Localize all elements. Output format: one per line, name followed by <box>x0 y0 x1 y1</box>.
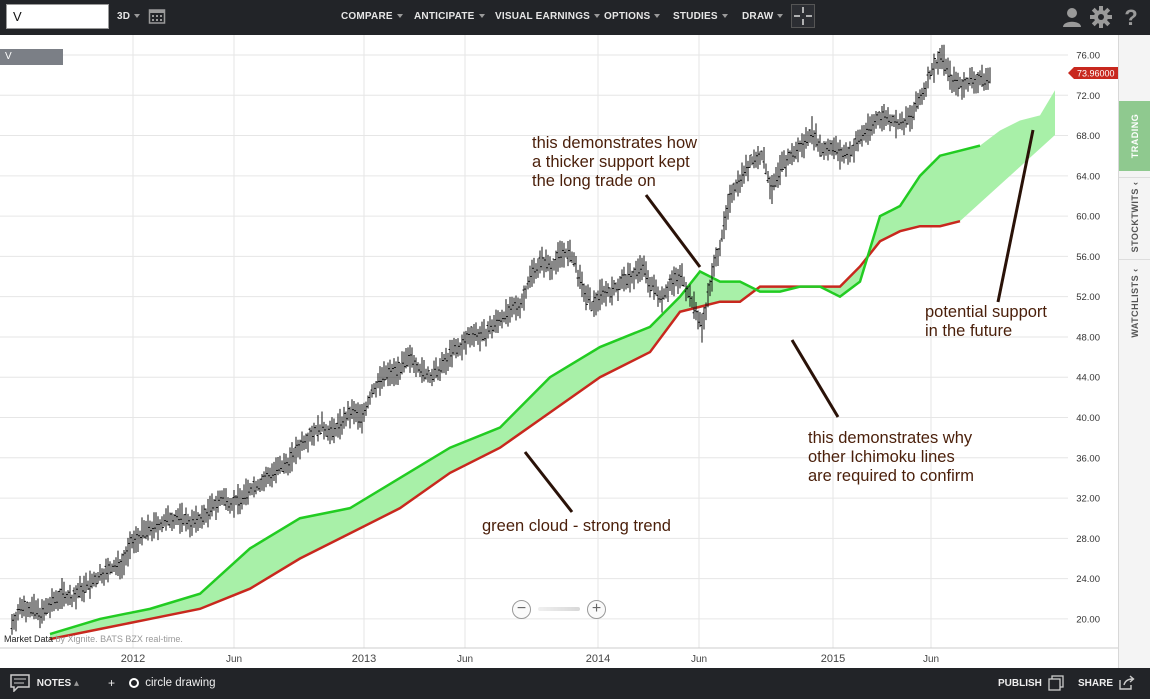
price-bars <box>10 44 991 635</box>
chevron-down-icon <box>134 14 141 19</box>
notes-icon <box>10 674 30 694</box>
annotation-other-lines[interactable]: this demonstrates why other Ichimoku lin… <box>808 429 974 485</box>
x-tick-label: 2012 <box>121 653 145 665</box>
annotation-arrows <box>523 129 1035 513</box>
chevron-down-icon <box>721 14 728 19</box>
y-tick-label: 44.00 <box>1076 373 1100 384</box>
chevron-up-icon: ▴ <box>74 678 80 689</box>
range-label: 3D <box>117 11 131 22</box>
circle-drawing-item[interactable]: circle drawing <box>129 668 216 699</box>
price-chart[interactable]: 76.00 72.00 68.00 64.00 60.00 56.00 52.00 48.00… <box>0 35 1118 668</box>
y-tick-label: 72.00 <box>1076 91 1100 102</box>
chart-canvas: 76.00 72.00 68.00 64.00 60.00 56.00 52.00 48.00… <box>0 35 1118 665</box>
share-button[interactable]: SHARE <box>1078 668 1136 699</box>
add-note-button[interactable]: + <box>108 676 116 690</box>
chevron-down-icon <box>396 14 403 19</box>
price-tag-shape <box>1068 67 1118 79</box>
chevron-down-icon <box>777 14 784 19</box>
y-tick-label: 52.00 <box>1076 292 1100 303</box>
zoom-slider[interactable] <box>538 607 580 611</box>
help-icon[interactable]: ? <box>1119 5 1143 29</box>
span-a-line <box>49 144 981 636</box>
symbol-input[interactable] <box>6 4 109 29</box>
future-cloud <box>960 90 1055 222</box>
x-tick-label: 2015 <box>821 653 845 665</box>
arrow-future-support <box>996 129 1035 303</box>
x-tick-label: Jun <box>457 654 473 665</box>
calendar-icon[interactable] <box>148 7 166 25</box>
menu-anticipate[interactable]: ANTICIPATE <box>414 0 485 35</box>
gear-icon[interactable] <box>1089 5 1113 29</box>
x-axis: 2012 Jun 2013 Jun 2014 Jun 2015 Jun <box>0 647 1118 665</box>
bottom-bar: NOTES ▴ + circle drawing PUBLISH SHARE <box>0 668 1150 699</box>
y-tick-label: 20.00 <box>1076 614 1100 625</box>
notes-button[interactable]: NOTES ▴ <box>10 668 79 699</box>
y-tick-label: 56.00 <box>1076 252 1100 263</box>
crosshair-button[interactable] <box>791 4 815 28</box>
chevron-down-icon <box>654 14 661 19</box>
annotation-green-cloud[interactable]: green cloud - strong trend <box>482 517 671 535</box>
menu-options[interactable]: OPTIONS <box>604 0 661 35</box>
span-b-line <box>49 219 961 641</box>
menu-compare[interactable]: COMPARE <box>341 0 403 35</box>
publish-icon <box>1048 675 1064 692</box>
x-tick-label: Jun <box>923 654 939 665</box>
last-price-tag: 73.96000 <box>1068 67 1118 79</box>
symbol-legend-tag[interactable]: V <box>0 49 63 65</box>
y-tick-label: 48.00 <box>1076 332 1100 343</box>
range-dropdown[interactable]: 3D <box>117 0 141 35</box>
annotation-future-support[interactable]: potential support in the future <box>925 303 1048 340</box>
y-tick-label: 40.00 <box>1076 413 1100 424</box>
share-icon <box>1119 675 1135 691</box>
zoom-out-button[interactable]: − <box>512 600 531 619</box>
tab-watchlists[interactable]: WATCHLISTS ‹ <box>1119 259 1150 345</box>
arrow-thick-support <box>644 194 702 268</box>
tab-trading[interactable]: TRADING <box>1119 101 1150 171</box>
chevron-down-icon <box>478 14 485 19</box>
y-tick-label: 28.00 <box>1076 534 1100 545</box>
x-tick-label: 2014 <box>586 653 610 665</box>
circle-drawing-icon <box>129 677 139 688</box>
x-tick-label: Jun <box>691 654 707 665</box>
user-icon[interactable] <box>1060 5 1084 29</box>
y-tick-label: 68.00 <box>1076 131 1100 142</box>
svg-text:?: ? <box>1124 5 1137 29</box>
chevron-down-icon <box>594 14 601 19</box>
last-price-label: 73.96000 <box>1077 69 1115 79</box>
menu-visual-earnings[interactable]: VISUAL EARNINGS <box>495 0 601 35</box>
top-toolbar: 3D COMPARE ANTICIPATE VISUAL EARNINGS OP… <box>0 0 1150 35</box>
tab-stocktwits[interactable]: STOCKTWITS ‹ <box>1119 177 1150 255</box>
right-rail: TRADING STOCKTWITS ‹ WATCHLISTS ‹ <box>1118 35 1150 668</box>
market-data-credit: Market Data by Xignite. BATS BZX real-ti… <box>4 634 183 644</box>
x-tick-label: 2013 <box>352 653 376 665</box>
chart-grid <box>0 35 1068 648</box>
arrow-green-cloud <box>523 451 574 513</box>
zoom-in-button[interactable]: + <box>587 600 606 619</box>
arrow-other-lines <box>790 339 840 418</box>
menu-draw[interactable]: DRAW <box>742 0 784 35</box>
y-tick-label: 36.00 <box>1076 453 1100 464</box>
y-tick-label: 60.00 <box>1076 212 1100 223</box>
menu-studies[interactable]: STUDIES <box>673 0 728 35</box>
publish-button[interactable]: PUBLISH <box>998 668 1064 699</box>
annotation-thick-support[interactable]: this demonstrates how a thicker support … <box>532 134 698 190</box>
y-axis: 76.00 72.00 68.00 64.00 60.00 56.00 52.00 48.00… <box>1076 51 1100 626</box>
x-tick-label: Jun <box>226 654 242 665</box>
y-tick-label: 76.00 <box>1076 51 1100 62</box>
crosshair-icon <box>794 7 812 25</box>
y-tick-label: 32.00 <box>1076 494 1100 505</box>
y-tick-label: 64.00 <box>1076 171 1100 182</box>
y-tick-label: 24.00 <box>1076 574 1100 585</box>
